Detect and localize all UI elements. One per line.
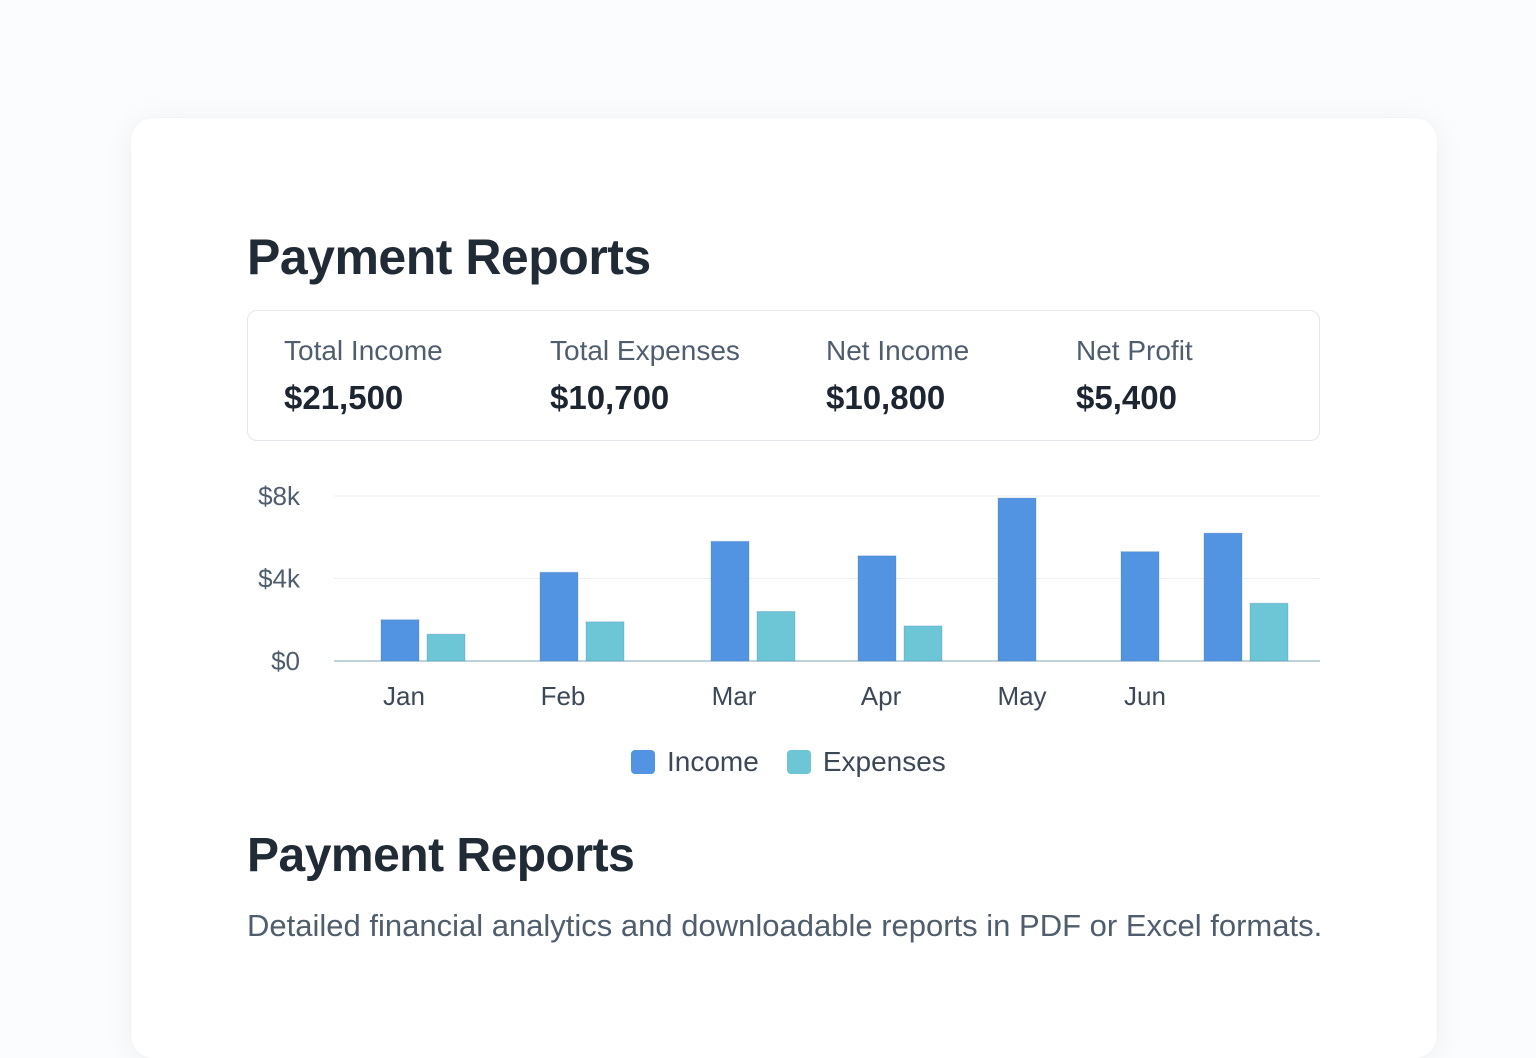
x-tick-label: Feb [541, 681, 586, 711]
legend-label: Income [667, 746, 759, 777]
legend-item-expenses: Expenses [786, 746, 946, 778]
x-tick-label: Mar [712, 681, 757, 711]
legend-item-income: Income [631, 746, 759, 778]
legend-swatch-income [631, 750, 655, 774]
bar-expenses-feb [585, 621, 625, 662]
stat-value: $10,700 [550, 379, 670, 416]
x-tick-label: Jan [383, 681, 425, 711]
income-expenses-bar-chart: $0 $4k $8k Jan Feb Mar Apr May Jun [258, 481, 1320, 711]
y-tick-label: $8k [258, 481, 301, 511]
stat-net-profit: Net Profit $5,400 [1076, 335, 1193, 417]
stat-label: Total Expenses [550, 335, 740, 366]
bar-income-jan [380, 619, 420, 662]
bar-income-cat7 [1203, 532, 1243, 662]
bar-income-may [997, 497, 1037, 662]
bar-expenses-jan [426, 633, 466, 662]
chart-legend: Income Expenses [631, 746, 946, 778]
bar-expenses-apr [903, 625, 943, 662]
stat-value: $10,800 [826, 379, 946, 416]
x-tick-label: May [997, 681, 1046, 711]
bar-expenses-cat7 [1249, 602, 1289, 662]
y-tick-label: $0 [271, 646, 300, 676]
stat-value: $5,400 [1076, 379, 1177, 416]
bar-expenses-mar [756, 611, 796, 662]
stat-net-income: Net Income $10,800 [826, 335, 969, 417]
section-title: Payment Reports [247, 829, 635, 882]
x-tick-label: Jun [1124, 681, 1166, 711]
bar-income-apr [857, 555, 897, 662]
stat-label: Net Profit [1076, 335, 1193, 366]
stat-total-expenses: Total Expenses $10,700 [550, 335, 740, 417]
bar-income-mar [710, 540, 750, 662]
stat-total-income: Total Income $21,500 [284, 335, 443, 417]
payment-reports-card: Payment Reports Total Income $21,500 Tot… [131, 118, 1437, 1058]
stats-summary-panel: Total Income $21,500 Total Expenses $10,… [247, 310, 1320, 441]
legend-label: Expenses [822, 746, 946, 777]
bar-income-jun [1120, 551, 1160, 662]
stat-label: Total Income [284, 335, 443, 366]
bar-income-feb [539, 571, 579, 662]
stat-value: $21,500 [284, 379, 404, 416]
stat-label: Net Income [826, 335, 970, 366]
section-description: Detailed financial analytics and downloa… [247, 908, 1323, 943]
legend-swatch-expenses [786, 750, 811, 774]
y-tick-label: $4k [258, 564, 301, 594]
page-title: Payment Reports [247, 229, 651, 285]
x-tick-label: Apr [861, 681, 902, 711]
